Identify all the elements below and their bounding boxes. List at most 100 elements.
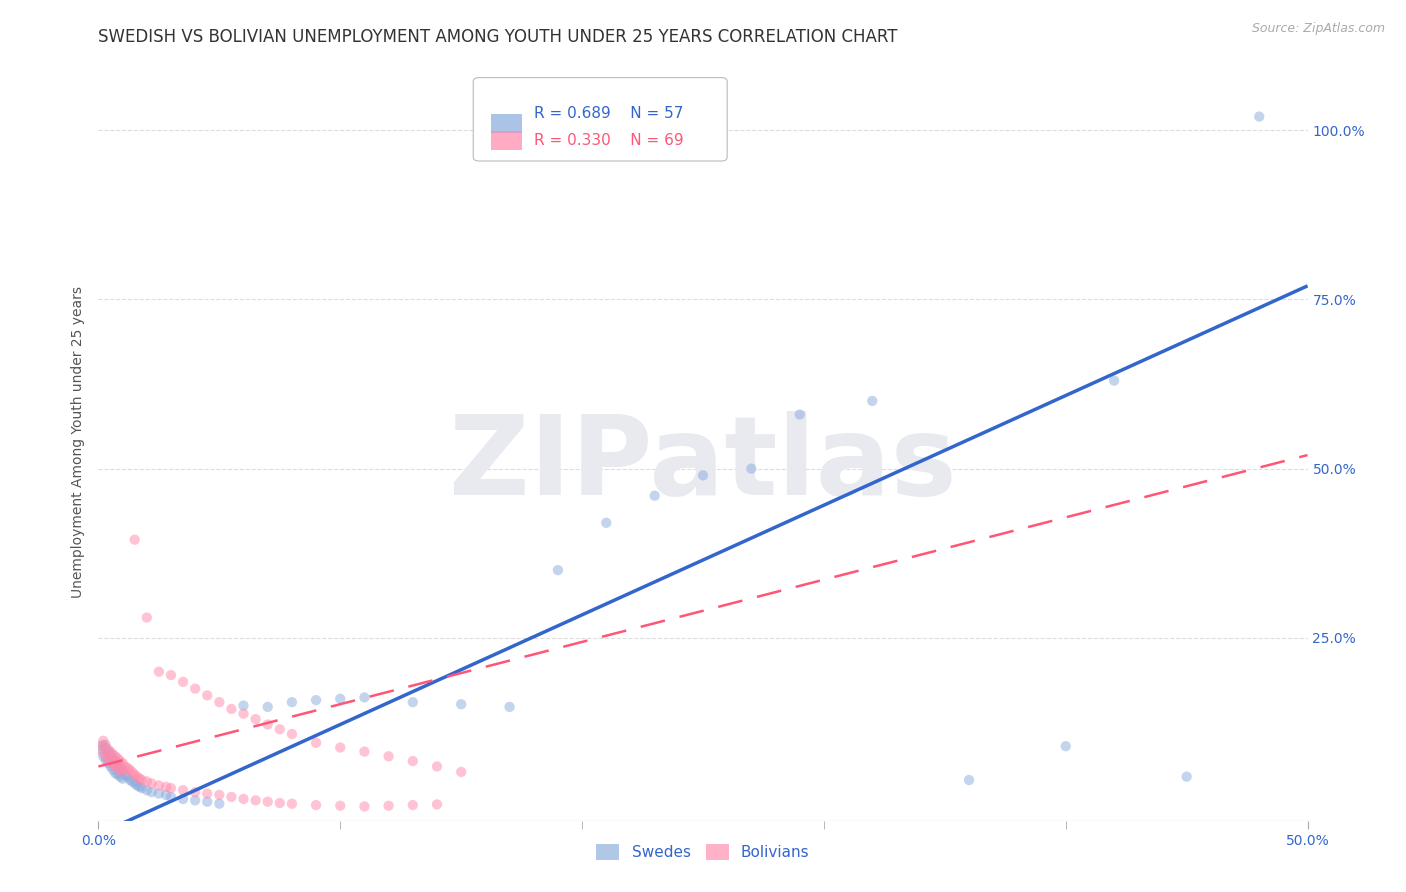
Point xyxy=(450,764,472,779)
Point xyxy=(108,763,131,777)
Point xyxy=(97,756,120,770)
Point xyxy=(402,695,425,709)
Point xyxy=(118,763,141,777)
Point xyxy=(232,698,254,713)
Point xyxy=(104,766,127,780)
Point xyxy=(111,764,134,779)
Point xyxy=(135,774,157,789)
Point xyxy=(860,393,883,408)
Y-axis label: Unemployment Among Youth under 25 years: Unemployment Among Youth under 25 years xyxy=(70,285,84,598)
Point xyxy=(91,746,114,760)
Point xyxy=(402,754,425,768)
Point xyxy=(329,798,352,813)
Point xyxy=(141,776,163,790)
Point xyxy=(256,795,278,809)
Point xyxy=(740,461,762,475)
Point xyxy=(118,772,141,787)
Point xyxy=(108,770,131,784)
Point xyxy=(94,753,117,767)
Point xyxy=(184,793,207,807)
Point xyxy=(111,763,134,777)
Point xyxy=(100,759,122,773)
Text: SWEDISH VS BOLIVIAN UNEMPLOYMENT AMONG YOUTH UNDER 25 YEARS CORRELATION CHART: SWEDISH VS BOLIVIAN UNEMPLOYMENT AMONG Y… xyxy=(98,28,898,45)
Point xyxy=(305,693,328,707)
Text: R = 0.330    N = 69: R = 0.330 N = 69 xyxy=(534,133,683,148)
Point xyxy=(101,751,124,765)
Point xyxy=(172,783,194,797)
Point xyxy=(426,797,449,812)
Point xyxy=(208,788,231,802)
Point xyxy=(160,781,183,796)
Point xyxy=(195,689,218,703)
Text: ZIPatlas: ZIPatlas xyxy=(449,411,957,517)
FancyBboxPatch shape xyxy=(474,78,727,161)
Point xyxy=(789,408,811,422)
Point xyxy=(97,753,120,767)
Point xyxy=(91,749,114,764)
Point xyxy=(117,761,139,775)
Point xyxy=(155,780,177,794)
Point xyxy=(1249,110,1271,124)
Point xyxy=(131,772,153,787)
Point xyxy=(208,695,231,709)
Point xyxy=(94,749,117,764)
Point xyxy=(121,774,143,789)
Point xyxy=(128,772,150,786)
Point xyxy=(256,699,278,714)
Text: Source: ZipAtlas.com: Source: ZipAtlas.com xyxy=(1251,22,1385,36)
Point xyxy=(104,754,127,768)
Point xyxy=(114,767,136,781)
Point xyxy=(148,779,170,793)
Point xyxy=(135,783,157,797)
Point xyxy=(111,756,134,770)
Bar xyxy=(492,130,522,150)
Point xyxy=(117,770,139,784)
Point xyxy=(131,781,153,796)
Point xyxy=(353,690,375,705)
Point xyxy=(184,681,207,696)
Point xyxy=(281,797,304,811)
Point xyxy=(160,789,183,804)
Point xyxy=(281,727,304,741)
Legend: Swedes, Bolivians: Swedes, Bolivians xyxy=(591,838,815,866)
Point xyxy=(644,489,666,503)
Point xyxy=(195,787,218,801)
Point xyxy=(94,738,117,752)
Point xyxy=(97,745,120,759)
Point xyxy=(172,792,194,806)
Point xyxy=(111,772,134,786)
Point xyxy=(377,749,399,764)
Point xyxy=(127,770,149,784)
Point xyxy=(141,785,163,799)
Point xyxy=(498,699,520,714)
Point xyxy=(245,793,267,807)
Point xyxy=(269,723,291,737)
Point xyxy=(114,759,136,773)
Point xyxy=(245,712,267,726)
Point xyxy=(108,761,131,775)
Point xyxy=(135,610,157,624)
Point xyxy=(692,468,714,483)
Point xyxy=(107,767,129,781)
Point xyxy=(305,736,328,750)
Point xyxy=(101,758,124,772)
Point xyxy=(160,668,183,682)
Point xyxy=(377,798,399,813)
Point xyxy=(101,747,124,762)
Point xyxy=(124,776,146,790)
Point xyxy=(90,742,112,756)
Point xyxy=(221,702,243,716)
Point xyxy=(107,751,129,765)
Point xyxy=(208,797,231,811)
Point xyxy=(100,754,122,768)
Point xyxy=(94,740,117,755)
Point xyxy=(195,795,218,809)
Point xyxy=(148,665,170,679)
Point xyxy=(957,772,980,787)
Point xyxy=(281,695,304,709)
Point xyxy=(148,787,170,801)
Point xyxy=(100,747,122,762)
Point xyxy=(107,758,129,772)
Point xyxy=(172,674,194,689)
Point xyxy=(128,780,150,794)
